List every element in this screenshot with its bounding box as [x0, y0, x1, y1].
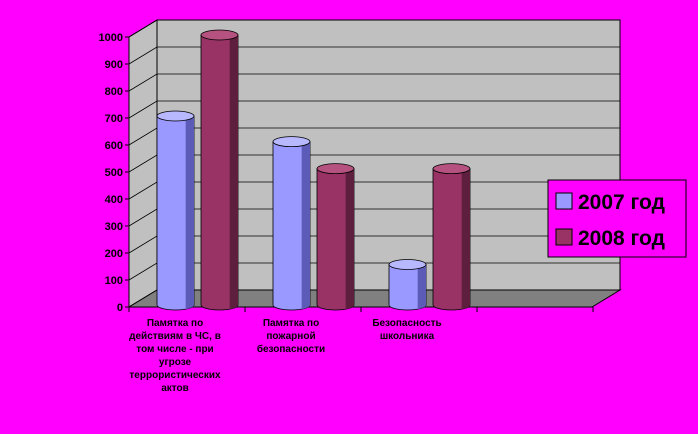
y-tick-label: 600 — [105, 140, 123, 152]
bar-top — [432, 163, 471, 175]
category-label-line: пожарной — [266, 331, 315, 342]
y-tick-label: 300 — [105, 221, 123, 233]
legend: 2007 год 2008 год — [547, 179, 687, 258]
y-tick-label: 1000 — [99, 32, 123, 44]
bar-shade — [301, 141, 311, 310]
y-tick-label: 800 — [105, 86, 123, 98]
bar — [316, 163, 355, 311]
gridline — [128, 100, 620, 119]
y-tick-label: 0 — [117, 302, 123, 314]
category-label-line: действиям в ЧС, в — [129, 331, 221, 342]
bar-top — [388, 259, 427, 270]
bar-top — [200, 29, 239, 41]
category-label-line: школьника — [380, 331, 435, 342]
category-label-line: актов — [161, 383, 189, 394]
bar-shade — [185, 116, 195, 310]
category-label: Безопасность школьника — [372, 318, 441, 342]
legend-label: 2008 год — [578, 227, 665, 250]
bar-shade — [345, 168, 355, 310]
bar — [388, 259, 427, 311]
y-tick-label: 500 — [105, 167, 123, 179]
legend-label: 2007 год — [578, 191, 665, 214]
category-label-line: террористических — [129, 370, 221, 381]
bar-shade — [417, 264, 427, 310]
gridline — [128, 19, 620, 38]
category-label-line: Безопасность — [372, 318, 441, 329]
bar-top — [272, 136, 311, 148]
bar — [432, 163, 471, 311]
bar — [200, 29, 239, 311]
category-label: Памятка по пожарной безопасности — [257, 318, 325, 355]
category-label-line: Памятка по — [147, 318, 203, 329]
legend-swatch — [555, 228, 573, 246]
bar — [272, 136, 311, 311]
legend-swatch — [555, 192, 573, 210]
y-tick-label: 700 — [105, 113, 123, 125]
category-label-line: угрозе — [159, 357, 192, 368]
category-label: Памятка по действиям в ЧС, в том числе - п… — [129, 318, 221, 394]
gridline — [128, 73, 620, 92]
y-tick-label: 200 — [105, 248, 123, 260]
y-tick-label: 900 — [105, 59, 123, 71]
y-tick-label: 100 — [105, 275, 123, 287]
category-label-line: Памятка по — [263, 318, 319, 329]
y-tick-label: 400 — [105, 194, 123, 206]
category-label-line: безопасности — [257, 343, 325, 355]
bar-top — [156, 110, 195, 122]
bar-shade — [461, 168, 471, 310]
category-label-line: том числе - при — [136, 344, 213, 355]
bar — [156, 110, 195, 311]
gridline — [128, 46, 620, 65]
bar-shade — [229, 35, 239, 310]
bar-top — [316, 163, 355, 175]
